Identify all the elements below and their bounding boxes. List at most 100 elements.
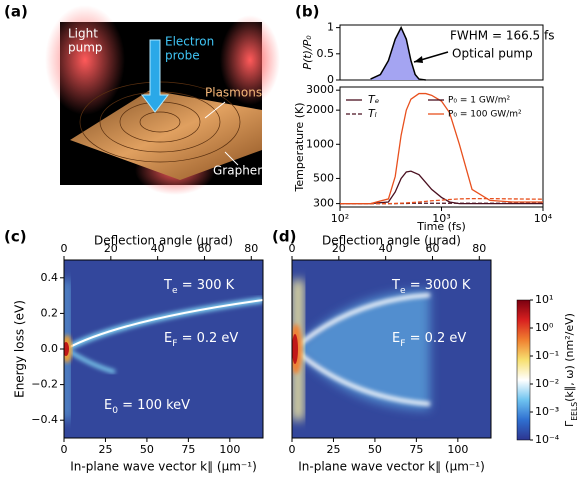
label-main: T <box>163 278 172 293</box>
illustration-label: Light <box>68 27 98 41</box>
x2-tick-label: 40 <box>151 242 165 255</box>
y-tick-label: 1 <box>327 21 334 34</box>
branch <box>65 299 263 350</box>
label-main: E <box>104 398 112 413</box>
x-tick-label: 75 <box>409 443 423 456</box>
label-main: T <box>391 278 400 293</box>
illustration-label: pump <box>68 41 103 55</box>
y-tick-label: 500 <box>313 171 334 184</box>
label-rest: = 3000 K <box>406 278 471 293</box>
plot-frame <box>291 259 492 439</box>
x2-axis-label: Deflection angle (μrad) <box>322 234 461 248</box>
panel-label: (c) <box>4 228 27 246</box>
x2-tick-label: 20 <box>332 242 346 255</box>
label-rest: = 100 keV <box>118 398 190 413</box>
x-tick-label: 10² <box>331 212 349 225</box>
y-tick-label: 0.5 <box>317 47 335 60</box>
label-sub: F <box>400 339 405 349</box>
legend-label: P₀ = 1 GW/m² <box>448 96 511 106</box>
series-line <box>340 170 543 205</box>
heatmap-d <box>292 260 491 438</box>
x2-tick-label: 20 <box>104 242 118 255</box>
hotspot <box>292 334 298 364</box>
legend-label: Tₑ <box>368 93 380 106</box>
panel-label: (a) <box>4 3 28 21</box>
illustration-label: Graphene <box>213 164 272 178</box>
y-tick-label: 0.4 <box>41 271 59 284</box>
label-rest: = 300 K <box>178 278 235 293</box>
x2-tick-label: 0 <box>289 242 296 255</box>
area-fill <box>370 27 426 80</box>
illustration-label: Plasmons <box>205 86 262 100</box>
x2-tick-label: 40 <box>379 242 393 255</box>
colorbar-tick-label: 10¹ <box>535 293 553 306</box>
label: Te = 3000 K <box>391 278 471 296</box>
label: EF = 0.2 eV <box>164 331 238 349</box>
y-tick-label: 300 <box>313 197 334 210</box>
y-tick-label: −0.2 <box>31 378 58 391</box>
heatmap-bg <box>64 260 263 438</box>
label-main: E <box>392 331 400 346</box>
label-sub: 0 <box>112 406 118 416</box>
branch <box>292 293 431 351</box>
label-sub: F <box>172 339 177 349</box>
x-tick-label: 75 <box>181 443 195 456</box>
light-beam <box>220 15 280 105</box>
annotation: Optical pump <box>452 47 533 61</box>
hotspot <box>64 342 69 356</box>
x-tick-label: 10³ <box>432 212 450 225</box>
y-tick-label: 0.0 <box>41 342 59 355</box>
x-axis-label: Time (fs) <box>416 220 466 233</box>
pointer <box>224 151 239 166</box>
arrow-head <box>414 56 423 63</box>
legend-label: Tₗ <box>368 107 377 120</box>
heatmap-c <box>64 260 263 438</box>
glow <box>294 290 430 410</box>
y-axis-label: Temperature (K) <box>293 103 306 193</box>
light-beam <box>45 5 125 115</box>
colorbar-tick-label: 10⁻⁴ <box>535 433 560 446</box>
x2-axis-label: Deflection angle (μrad) <box>94 234 233 248</box>
label: EF = 0.2 eV <box>392 331 466 349</box>
label-rest: = 0.2 eV <box>177 331 238 346</box>
x2-tick-label: 80 <box>472 242 486 255</box>
electron-arrow <box>140 39 170 113</box>
colorbar-tick-label: 10⁻² <box>535 377 559 390</box>
x-tick-label: 0 <box>61 443 68 456</box>
label: ΓEELS(k∥, ω) (nm²/eV) <box>563 313 579 427</box>
y-tick-label: 2000 <box>306 103 334 116</box>
label-sub: e <box>172 286 178 296</box>
x-axis-label: In-plane wave vector k∥ (μm⁻¹) <box>298 460 485 474</box>
y-tick-label: −0.4 <box>31 413 58 426</box>
pointer <box>204 101 226 119</box>
label: E0 = 100 keV <box>104 398 190 416</box>
colorbar-tick-label: 10⁻¹ <box>535 349 559 362</box>
illustration <box>45 5 280 195</box>
x-tick-label: 10⁴ <box>534 212 553 225</box>
x-tick-label: 0 <box>289 443 296 456</box>
illustration-label: probe <box>165 49 200 63</box>
x-tick-label: 50 <box>368 443 382 456</box>
illustration-label: Electron <box>165 35 214 49</box>
panel-label: (b) <box>295 3 319 21</box>
colorbar-tick-label: 10⁻³ <box>535 405 559 418</box>
x2-tick-label: 60 <box>425 242 439 255</box>
colorbar <box>516 299 531 441</box>
x2-tick-label: 60 <box>197 242 211 255</box>
label-main: Γ <box>563 420 576 427</box>
x-tick-label: 25 <box>326 443 340 456</box>
x2-tick-label: 0 <box>61 242 68 255</box>
y-tick-label: 0 <box>327 73 334 86</box>
panel-label: (d) <box>272 228 296 246</box>
label: Te = 300 K <box>163 278 235 296</box>
y-axis-label: P(t)/P₀ <box>301 35 314 70</box>
branch <box>292 347 431 406</box>
label-rest: (k∥, ω) (nm²/eV) <box>563 313 576 402</box>
y-tick-label: 1000 <box>306 137 334 150</box>
y-tick-label: 0.2 <box>41 306 59 319</box>
annotation: FWHM = 166.5 fs <box>450 29 554 43</box>
x-axis-label: In-plane wave vector k∥ (μm⁻¹) <box>70 460 257 474</box>
label-sub: e <box>400 286 406 296</box>
label-rest: = 0.2 eV <box>405 331 466 346</box>
